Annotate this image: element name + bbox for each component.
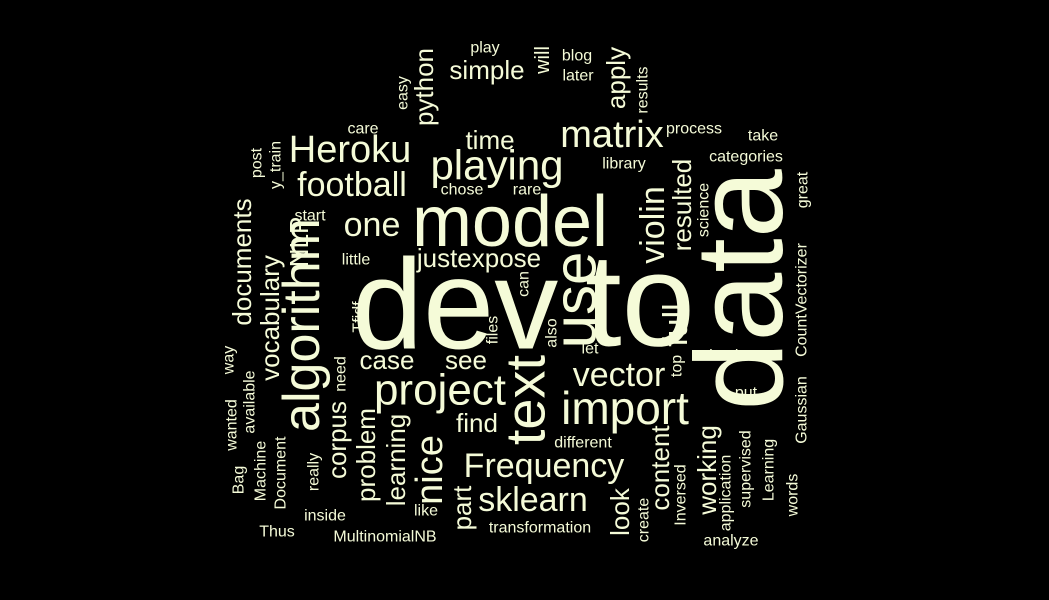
word-inversed: Inversed xyxy=(673,464,690,525)
word-vocabulary: vocabulary xyxy=(255,255,285,381)
word-gaussian: Gaussian xyxy=(794,376,811,444)
word-take: take xyxy=(748,128,778,145)
word-wanted: wanted xyxy=(224,399,241,452)
word-library: library xyxy=(602,156,646,173)
word-application: application xyxy=(718,455,735,532)
word-supervised: supervised xyxy=(738,430,755,507)
word-later: later xyxy=(562,68,594,85)
word-play: play xyxy=(470,40,499,57)
word-will: will xyxy=(532,46,554,75)
word-documents: documents xyxy=(227,198,257,325)
word-files: files xyxy=(485,316,502,344)
word-learning: learning xyxy=(381,414,411,507)
word-football: football xyxy=(297,166,407,204)
word-top: top xyxy=(669,355,686,377)
word-look: look xyxy=(605,487,635,536)
word-python: python xyxy=(409,48,439,126)
word-science: science xyxy=(696,183,713,237)
word-words: words xyxy=(785,474,802,518)
word-bag: Bag xyxy=(231,466,248,494)
word-blog: blog xyxy=(562,48,592,65)
word-transformation: transformation xyxy=(489,520,591,537)
word-little: little xyxy=(342,252,371,269)
word-care: care xyxy=(347,121,378,138)
word-time: time xyxy=(465,125,514,155)
word-also: also xyxy=(544,318,561,347)
word-available: available xyxy=(242,370,259,433)
word-really: really xyxy=(306,453,323,491)
word-working: working xyxy=(692,425,722,516)
word-apply: apply xyxy=(601,47,631,109)
word-nice: nice xyxy=(409,435,451,505)
word-like: like xyxy=(414,503,438,520)
word-use: use xyxy=(542,252,609,349)
word-one: one xyxy=(344,206,401,244)
word-different: different xyxy=(554,435,612,452)
word-dev: dev xyxy=(352,234,558,377)
word-nlp: NLP xyxy=(284,217,314,268)
word-part: part xyxy=(447,485,477,531)
word-thus: Thus xyxy=(259,524,295,541)
word-chose: chose xyxy=(441,182,484,199)
word-model: model xyxy=(412,182,608,262)
word-tfidf: Tfidf xyxy=(351,301,368,333)
word-justexpose: justexpose xyxy=(416,243,541,273)
word-let: let xyxy=(582,341,599,358)
word-content: content xyxy=(645,425,675,511)
word-y-train: y_train xyxy=(268,141,285,189)
word-find: find xyxy=(456,408,498,438)
word-see: see xyxy=(445,345,487,375)
word-project: project xyxy=(374,366,506,415)
word-full: full xyxy=(657,303,695,346)
word-frequency: Frequency xyxy=(464,447,625,485)
word-matrix: matrix xyxy=(560,114,663,156)
word-easy: easy xyxy=(395,76,412,110)
word-violin: violin xyxy=(634,186,672,263)
word-case: case xyxy=(360,345,415,375)
word-document: Document xyxy=(273,436,290,509)
word-countvectorizer: CountVectorizer xyxy=(794,242,811,357)
word-corpus: corpus xyxy=(322,401,352,479)
word-way: way xyxy=(221,346,238,375)
word-post: post xyxy=(249,147,266,178)
word-heroku: Heroku xyxy=(289,129,412,171)
word-create: create xyxy=(636,498,653,543)
word-great: great xyxy=(795,171,812,208)
word-categories: categories xyxy=(709,149,783,166)
word-process: process xyxy=(666,121,722,138)
word-text: text xyxy=(494,354,557,445)
word-check: check xyxy=(701,348,744,365)
word-vector: vector xyxy=(573,356,666,394)
word-import: import xyxy=(561,382,689,434)
word-can: can xyxy=(516,271,533,297)
word-playing: playing xyxy=(430,142,563,189)
word-start: start xyxy=(294,208,326,225)
word-put: put xyxy=(735,385,758,402)
word-analyze: analyze xyxy=(703,533,758,550)
word-data: data xyxy=(671,169,809,410)
word-need: need xyxy=(333,356,350,392)
word-learning: Learning xyxy=(761,439,778,501)
word-resulted: resulted xyxy=(667,159,697,252)
word-rare: rare xyxy=(513,182,542,199)
word-inside: inside xyxy=(304,508,346,525)
word-results: results xyxy=(635,66,652,113)
word-algorithm: algorithm xyxy=(273,218,331,432)
word-machine: Machine xyxy=(253,441,270,502)
word-to: to xyxy=(585,227,695,374)
word-multinomialnb: MultinomialNB xyxy=(333,529,436,546)
word-simple: simple xyxy=(449,55,524,85)
word-problem: problem xyxy=(351,408,381,502)
word-sklearn: sklearn xyxy=(478,481,588,519)
